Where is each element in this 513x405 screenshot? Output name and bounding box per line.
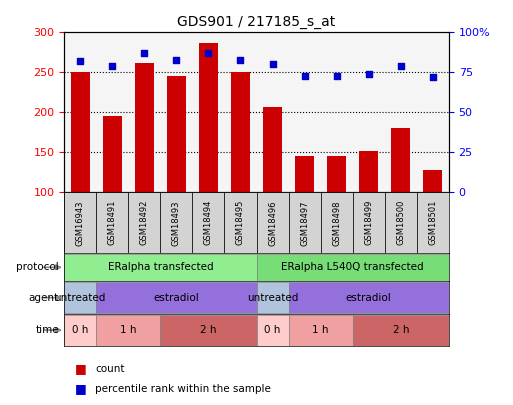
FancyBboxPatch shape [385, 192, 417, 253]
Bar [231, 72, 250, 192]
Text: protocol: protocol [16, 262, 59, 272]
FancyBboxPatch shape [96, 192, 128, 253]
FancyBboxPatch shape [321, 192, 353, 253]
FancyBboxPatch shape [353, 192, 385, 253]
FancyBboxPatch shape [64, 282, 96, 313]
Point [332, 72, 341, 79]
FancyBboxPatch shape [353, 315, 449, 345]
Bar [359, 151, 378, 192]
FancyBboxPatch shape [64, 254, 256, 281]
Text: 0 h: 0 h [264, 325, 281, 335]
Point [365, 71, 373, 77]
Text: GSM16943: GSM16943 [75, 200, 85, 245]
Text: time: time [35, 325, 59, 335]
FancyBboxPatch shape [64, 192, 96, 253]
FancyBboxPatch shape [256, 282, 288, 313]
Point [76, 58, 84, 64]
Text: GSM18494: GSM18494 [204, 200, 213, 245]
Text: GSM18496: GSM18496 [268, 200, 277, 245]
Text: GSM18491: GSM18491 [108, 200, 117, 245]
FancyBboxPatch shape [96, 282, 256, 313]
Text: 2 h: 2 h [200, 325, 216, 335]
Bar [423, 170, 442, 192]
Text: GSM18497: GSM18497 [300, 200, 309, 245]
Text: 0 h: 0 h [72, 325, 88, 335]
FancyBboxPatch shape [128, 192, 160, 253]
Text: estradiol: estradiol [346, 293, 391, 303]
Text: percentile rank within the sample: percentile rank within the sample [95, 384, 271, 394]
Bar [103, 115, 122, 192]
Point [397, 63, 405, 69]
Title: GDS901 / 217185_s_at: GDS901 / 217185_s_at [177, 15, 336, 29]
Text: GSM18493: GSM18493 [172, 200, 181, 245]
FancyBboxPatch shape [417, 192, 449, 253]
FancyBboxPatch shape [192, 192, 225, 253]
FancyBboxPatch shape [288, 192, 321, 253]
Point [236, 56, 245, 63]
Point [268, 61, 277, 68]
Text: GSM18492: GSM18492 [140, 200, 149, 245]
Point [301, 72, 309, 79]
Bar [391, 128, 410, 192]
Bar [263, 107, 282, 192]
Text: GSM18495: GSM18495 [236, 200, 245, 245]
Point [429, 74, 437, 81]
Point [204, 50, 212, 56]
Text: ERalpha transfected: ERalpha transfected [108, 262, 213, 272]
Text: ERalpha L540Q transfected: ERalpha L540Q transfected [281, 262, 424, 272]
Text: ■: ■ [74, 362, 86, 375]
FancyBboxPatch shape [96, 315, 160, 345]
FancyBboxPatch shape [256, 254, 449, 281]
FancyBboxPatch shape [288, 282, 449, 313]
Point [172, 56, 181, 63]
FancyBboxPatch shape [256, 315, 288, 345]
Text: 1 h: 1 h [312, 325, 329, 335]
Text: GSM18501: GSM18501 [428, 200, 438, 245]
Text: ■: ■ [74, 382, 86, 395]
Bar [167, 76, 186, 192]
Text: 2 h: 2 h [392, 325, 409, 335]
Point [108, 63, 116, 69]
Bar [199, 43, 218, 192]
FancyBboxPatch shape [160, 315, 256, 345]
Text: agent: agent [29, 293, 59, 303]
FancyBboxPatch shape [160, 192, 192, 253]
Text: count: count [95, 364, 125, 373]
Text: untreated: untreated [54, 293, 106, 303]
FancyBboxPatch shape [288, 315, 353, 345]
Bar [295, 156, 314, 192]
Bar [70, 72, 90, 192]
Text: GSM18499: GSM18499 [364, 200, 373, 245]
Text: GSM18500: GSM18500 [396, 200, 405, 245]
Text: estradiol: estradiol [153, 293, 199, 303]
Text: GSM18498: GSM18498 [332, 200, 341, 245]
Text: 1 h: 1 h [120, 325, 136, 335]
Bar [327, 156, 346, 192]
Bar [134, 63, 154, 192]
FancyBboxPatch shape [256, 192, 288, 253]
Point [140, 50, 148, 56]
FancyBboxPatch shape [64, 315, 96, 345]
FancyBboxPatch shape [225, 192, 256, 253]
Text: untreated: untreated [247, 293, 298, 303]
